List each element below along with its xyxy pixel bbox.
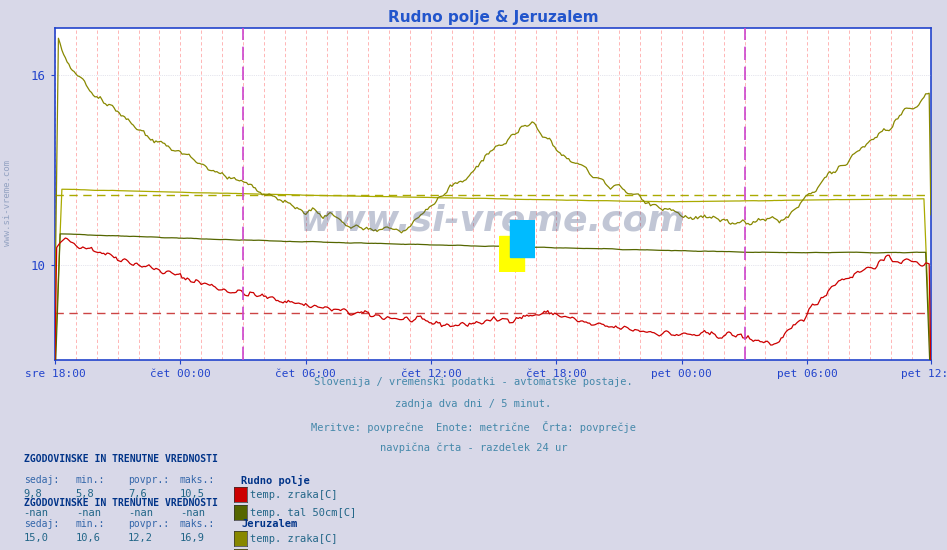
Text: www.si-vreme.com: www.si-vreme.com [300, 204, 686, 238]
Text: navpična črta - razdelek 24 ur: navpična črta - razdelek 24 ur [380, 443, 567, 453]
Text: 10,6: 10,6 [76, 534, 100, 543]
Text: 10,5: 10,5 [180, 490, 205, 499]
Text: povpr.:: povpr.: [128, 519, 169, 529]
Text: Jeruzalem: Jeruzalem [241, 519, 297, 529]
Text: www.si-vreme.com: www.si-vreme.com [3, 161, 12, 246]
Text: sedaj:: sedaj: [24, 519, 59, 529]
Text: Rudno polje: Rudno polje [241, 475, 311, 486]
Text: ZGODOVINSKE IN TRENUTNE VREDNOSTI: ZGODOVINSKE IN TRENUTNE VREDNOSTI [24, 454, 218, 464]
Text: zadnja dva dni / 5 minut.: zadnja dva dni / 5 minut. [396, 399, 551, 409]
Text: sedaj:: sedaj: [24, 475, 59, 485]
Bar [509, 220, 535, 256]
Text: 12,2: 12,2 [128, 534, 152, 543]
Text: ZGODOVINSKE IN TRENUTNE VREDNOSTI: ZGODOVINSKE IN TRENUTNE VREDNOSTI [24, 498, 218, 508]
Text: min.:: min.: [76, 475, 105, 485]
Text: min.:: min.: [76, 519, 105, 529]
Text: -nan: -nan [24, 508, 48, 518]
Text: -nan: -nan [180, 508, 205, 518]
Text: 9,8: 9,8 [24, 490, 43, 499]
Text: temp. zraka[C]: temp. zraka[C] [250, 490, 337, 499]
Text: 7,6: 7,6 [128, 490, 147, 499]
Text: 5,8: 5,8 [76, 490, 95, 499]
Text: temp. tal 50cm[C]: temp. tal 50cm[C] [250, 508, 356, 518]
Text: 16,9: 16,9 [180, 534, 205, 543]
Text: -nan: -nan [128, 508, 152, 518]
Text: Slovenija / vremenski podatki - avtomatske postaje.: Slovenija / vremenski podatki - avtomats… [314, 377, 633, 387]
Text: maks.:: maks.: [180, 475, 215, 485]
Text: temp. zraka[C]: temp. zraka[C] [250, 534, 337, 543]
Text: -nan: -nan [76, 508, 100, 518]
Text: povpr.:: povpr.: [128, 475, 169, 485]
Text: 15,0: 15,0 [24, 534, 48, 543]
Bar [499, 235, 525, 272]
Text: maks.:: maks.: [180, 519, 215, 529]
Title: Rudno polje & Jeruzalem: Rudno polje & Jeruzalem [387, 10, 599, 25]
Text: Meritve: povprečne  Enote: metrične  Črta: povprečje: Meritve: povprečne Enote: metrične Črta:… [311, 421, 636, 433]
